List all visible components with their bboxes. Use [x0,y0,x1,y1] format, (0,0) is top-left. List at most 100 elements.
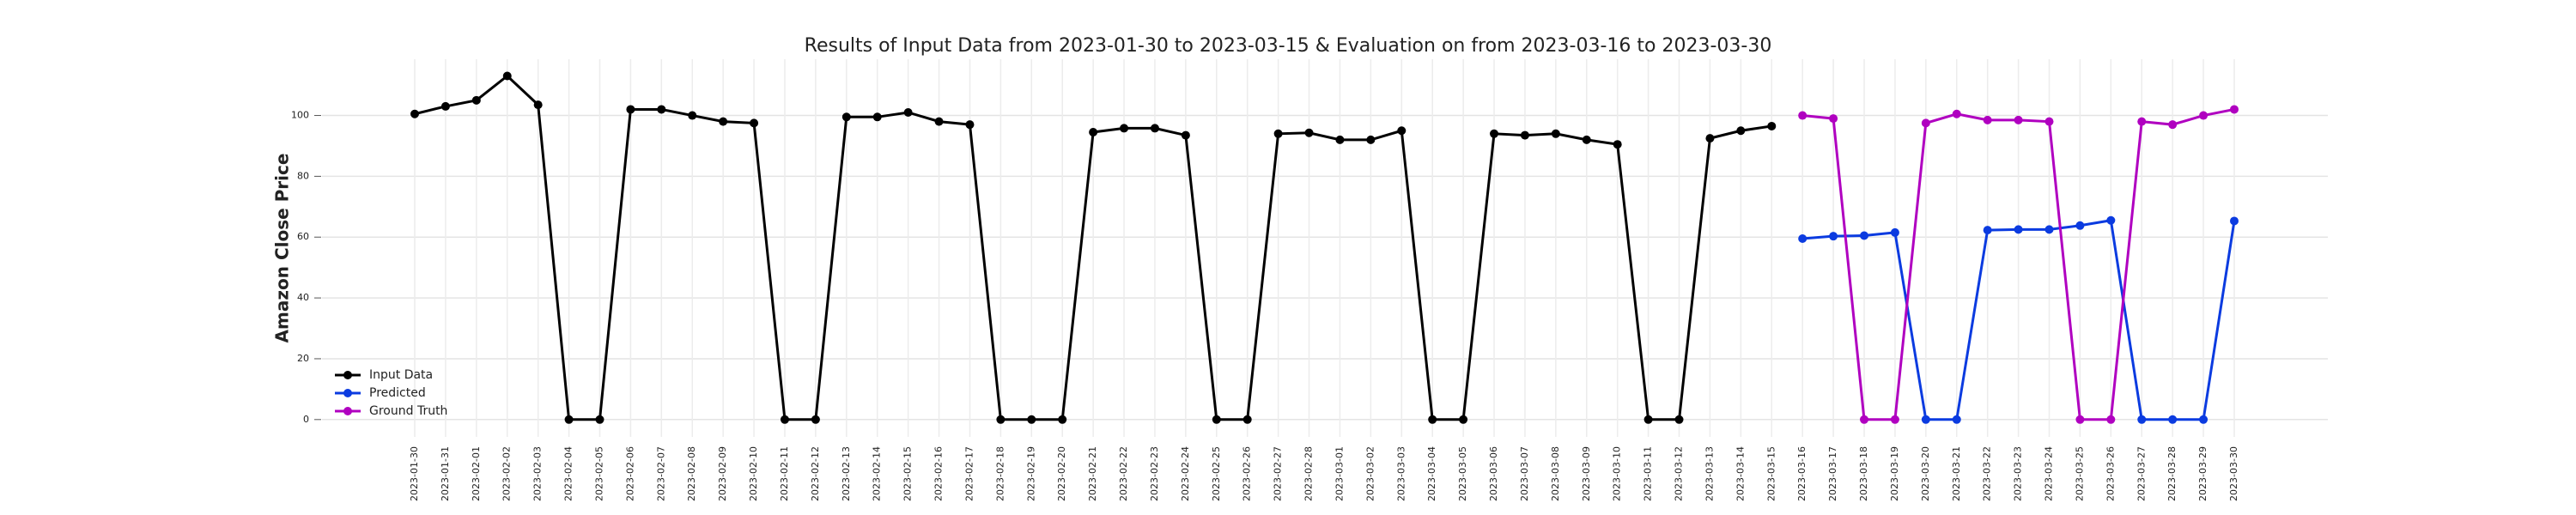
x-tick-label: 2023-03-04 [1426,446,1437,501]
x-tick-label: 2023-03-12 [1674,446,1685,501]
x-tick-label: 2023-03-29 [2197,446,2208,501]
data-point [1705,134,1715,143]
data-point [2199,415,2208,424]
data-point [1058,415,1067,424]
data-point [996,415,1005,424]
data-point [1890,415,1899,424]
x-tick-label: 2023-02-24 [1180,446,1191,501]
data-point [903,107,913,117]
x-tick-label: 2023-02-20 [1056,446,1067,501]
x-tick-label: 2023-03-30 [2228,446,2239,501]
y-tick-label: 0 [303,414,309,425]
data-point [750,118,759,128]
x-tick-label: 2023-02-25 [1211,446,1222,501]
y-tick-label: 40 [297,292,309,303]
data-point [1150,124,1159,133]
x-tick-label: 2023-03-14 [1735,446,1746,501]
data-point [1304,128,1314,137]
data-point [1860,231,1869,240]
x-tick-label: 2023-03-24 [2044,446,2055,501]
x-tick-label: 2023-02-27 [1273,446,1284,501]
x-tick-label: 2023-03-16 [1796,446,1807,501]
x-tick-label: 2023-02-05 [593,446,605,501]
data-point [1798,111,1807,120]
legend-label: Ground Truth [369,404,447,418]
data-point [564,415,574,424]
x-tick-label: 2023-02-02 [501,446,513,501]
data-point [1520,130,1529,140]
y-tick-label: 100 [291,110,309,121]
data-point [657,105,666,114]
x-tick-label: 2023-03-10 [1612,446,1623,501]
x-tick-label: 2023-01-31 [440,446,451,501]
x-tick-label: 2023-03-22 [1982,446,1993,501]
data-point [2075,221,2085,230]
data-point [2014,115,2023,124]
y-tick-label: 80 [297,170,309,181]
data-point [934,117,944,126]
x-tick-label: 2023-02-06 [624,446,635,501]
data-point [2168,120,2178,130]
x-tick-label: 2023-03-11 [1643,446,1654,501]
data-point [2106,215,2116,225]
x-tick-label: 2023-02-14 [872,446,883,501]
x-tick-label: 2023-02-10 [748,446,759,501]
x-tick-label: 2023-02-22 [1118,446,1129,501]
x-tick-label: 2023-02-23 [1149,446,1160,501]
x-tick-label: 2023-03-15 [1765,446,1777,501]
x-tick-label: 2023-02-13 [841,446,852,501]
x-tick-label: 2023-02-28 [1303,446,1315,501]
data-point [1890,227,1899,237]
x-tick-label: 2023-02-26 [1242,446,1253,501]
data-point [1860,415,1869,424]
y-tick-label: 20 [297,353,309,364]
x-tick-label: 2023-01-30 [409,446,420,501]
x-tick-label: 2023-03-01 [1334,446,1345,501]
x-tick-label: 2023-02-15 [902,446,914,501]
data-point [1736,126,1746,136]
data-point [1921,415,1930,424]
data-point [841,112,851,122]
y-tick-label: 60 [297,231,309,242]
x-tick-label: 2023-03-03 [1395,446,1406,501]
data-point [1459,415,1468,424]
x-tick-label: 2023-02-18 [994,446,1005,501]
x-tick-label: 2023-03-20 [1920,446,1931,501]
data-point [1767,121,1777,130]
data-point [1798,234,1807,244]
data-point [1335,135,1345,144]
x-tick-label: 2023-03-18 [1858,446,1869,501]
data-point [780,415,789,424]
legend-marker [343,389,352,397]
data-point [502,71,512,81]
data-point [1952,415,1961,424]
x-tick-label: 2023-03-08 [1550,446,1561,501]
data-point [2199,111,2208,120]
data-point [1366,135,1376,144]
data-point [410,109,419,118]
data-point [533,100,543,110]
legend-label: Predicted [369,386,426,400]
x-tick-label: 2023-02-07 [655,446,666,501]
data-point [811,415,820,424]
data-point [2106,415,2116,424]
data-point [965,120,975,130]
x-tick-label: 2023-03-06 [1488,446,1499,501]
data-point [626,105,635,114]
data-point [1983,226,1992,235]
data-point [1613,140,1622,149]
x-tick-label: 2023-02-17 [963,446,975,501]
legend-marker [343,407,352,415]
data-point [2044,117,2054,126]
data-point [872,112,882,122]
x-tick-label: 2023-02-11 [779,446,790,501]
data-point [1983,115,1992,124]
data-point [1397,126,1406,136]
data-point [595,415,605,424]
x-tick-label: 2023-03-13 [1704,446,1715,501]
data-point [1952,109,1961,118]
data-point [2014,225,2023,234]
data-point [1181,130,1190,140]
data-point [1242,415,1252,424]
